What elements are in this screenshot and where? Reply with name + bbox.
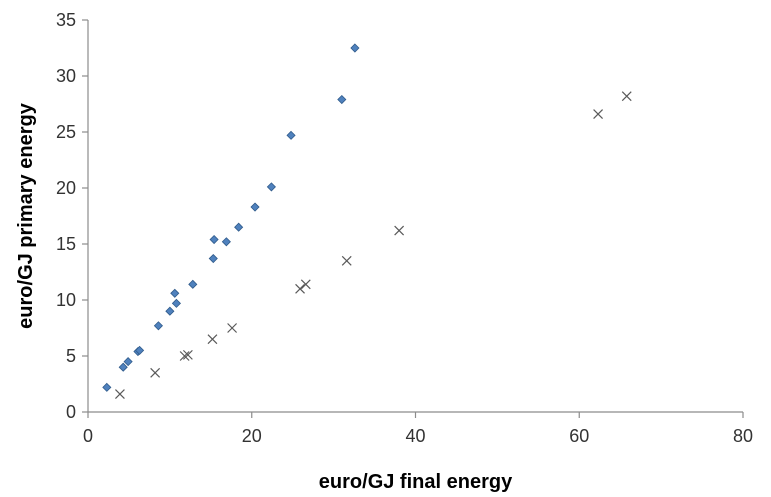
- x-tick-label: 60: [569, 426, 589, 446]
- x-marker-point: [621, 91, 632, 102]
- data-points: [102, 43, 632, 400]
- x-axis-title: euro/GJ final energy: [319, 471, 513, 492]
- diamond-point: [171, 298, 181, 308]
- x-marker-point: [179, 351, 190, 361]
- y-tick-label: 15: [56, 234, 76, 254]
- x-marker-point: [593, 109, 604, 120]
- diamond-point: [250, 202, 260, 212]
- x-tick-label: 20: [242, 426, 262, 446]
- y-tick-label: 5: [66, 346, 76, 366]
- x-tick-label: 40: [405, 426, 425, 446]
- diamond-point: [266, 182, 276, 192]
- ticks: 0 20 40 60 80 0 5 10 15 20 25 30 35: [56, 10, 753, 446]
- x-marker-point: [207, 334, 218, 345]
- diamond-point: [153, 321, 163, 331]
- y-tick-label: 0: [66, 402, 76, 422]
- x-marker-point: [115, 389, 125, 400]
- x-marker-point: [295, 283, 305, 294]
- diamond-point: [170, 288, 180, 298]
- y-tick-label: 30: [56, 66, 76, 86]
- y-tick-label: 20: [56, 178, 76, 198]
- diamond-point: [209, 234, 219, 245]
- x-marker-point: [341, 255, 352, 266]
- diamond-point: [208, 253, 218, 264]
- y-axis-title: euro/GJ primary energy: [15, 102, 37, 329]
- x-marker-point: [227, 323, 238, 333]
- y-tick-label: 35: [56, 10, 76, 30]
- x-marker-point: [150, 367, 161, 378]
- diamond-point: [350, 43, 360, 53]
- diamond-point: [286, 130, 296, 140]
- diamond-point: [337, 94, 347, 105]
- diamond-point: [123, 357, 133, 367]
- x-tick-label: 0: [83, 426, 93, 446]
- x-marker-point: [182, 349, 193, 360]
- y-tick-label: 25: [56, 122, 76, 142]
- x-marker-point: [300, 279, 311, 290]
- diamond-point: [234, 222, 244, 232]
- diamond-point: [118, 362, 128, 372]
- x-tick-label: 80: [733, 426, 753, 446]
- y-tick-label: 10: [56, 290, 76, 310]
- diamond-point: [221, 237, 231, 247]
- diamond-point: [102, 382, 112, 392]
- diamond-point: [135, 345, 145, 355]
- x-marker-point: [394, 225, 405, 236]
- diamond-point: [165, 306, 175, 316]
- diamond-point: [188, 279, 198, 289]
